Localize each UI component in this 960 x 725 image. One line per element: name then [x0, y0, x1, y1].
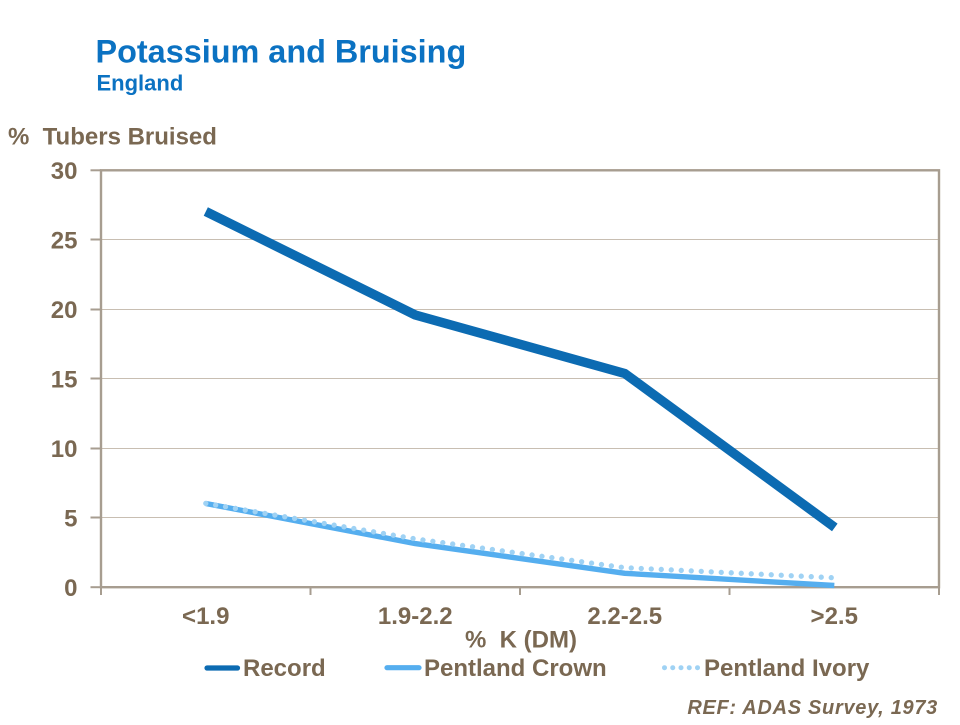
svg-text:REF: ADAS Survey, 1973: REF: ADAS Survey, 1973: [687, 697, 938, 719]
svg-text:>2.5: >2.5: [811, 603, 858, 630]
svg-text:15: 15: [51, 366, 78, 393]
svg-text:<1.9: <1.9: [182, 603, 229, 630]
svg-text:% K (DM): % K (DM): [465, 627, 577, 654]
svg-text:Pentland Crown: Pentland Crown: [424, 655, 607, 682]
svg-text:England: England: [97, 70, 184, 95]
svg-text:10: 10: [51, 436, 78, 463]
svg-text:20: 20: [51, 297, 78, 324]
svg-text:5: 5: [64, 505, 77, 532]
svg-text:% Tubers Bruised: % Tubers Bruised: [8, 124, 217, 151]
svg-text:25: 25: [51, 227, 78, 254]
svg-text:30: 30: [51, 158, 78, 185]
svg-text:Potassium and Bruising: Potassium and Bruising: [96, 34, 467, 70]
svg-text:Pentland Ivory: Pentland Ivory: [704, 655, 870, 682]
svg-text:1.9-2.2: 1.9-2.2: [378, 603, 453, 630]
svg-text:0: 0: [64, 575, 77, 602]
svg-text:2.2-2.5: 2.2-2.5: [587, 603, 662, 630]
svg-text:Record: Record: [243, 655, 326, 682]
